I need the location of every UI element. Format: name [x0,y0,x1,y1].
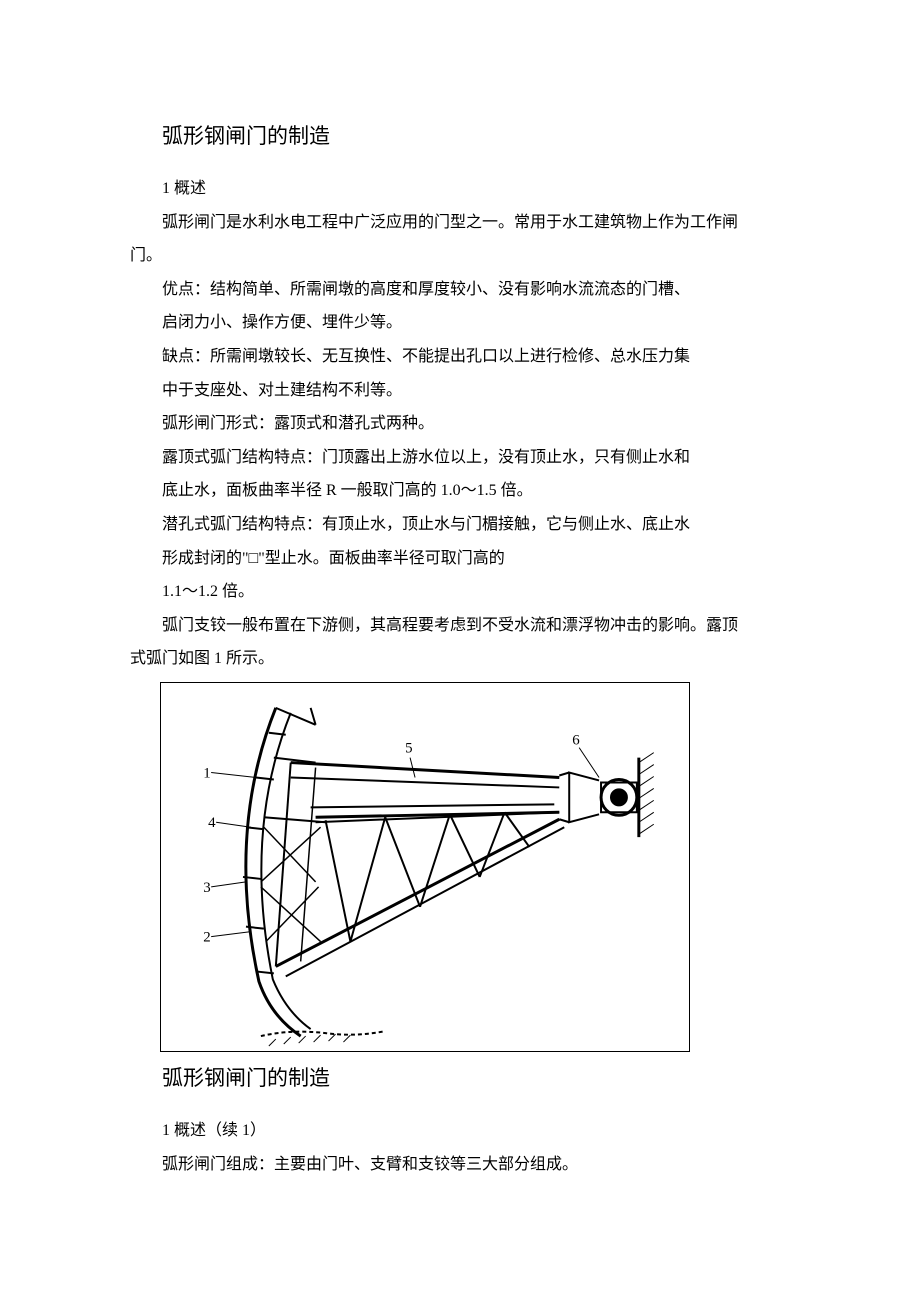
paragraph-advantages-2: 启闭力小、操作方便、埋件少等。 [130,306,790,340]
paragraph-advantages-1: 优点：结构简单、所需闸墩的高度和厚度较小、没有影响水流流态的门槽、 [130,273,790,307]
paragraph-intro-1: 弧形闸门是水利水电工程中广泛应用的门型之一。常用于水工建筑物上作为工作闸 [130,206,790,240]
section-heading-2: 1 概述（续 1） [130,1114,790,1148]
paragraph-disadvantages-2: 中于支座处、对土建结构不利等。 [130,374,790,408]
paragraph-qiankong-3: 1.1～1.2 倍。 [130,575,790,609]
paragraph-qiankong-1: 潜孔式弧门结构特点：有顶止水，顶止水与门楣接触，它与侧止水、底止水 [130,508,790,542]
paragraph-louding-1: 露顶式弧门结构特点：门顶露出上游水位以上，没有顶止水，只有侧止水和 [130,441,790,475]
paragraph-disadvantages-1: 缺点：所需闸墩较长、无互换性、不能提出孔口以上进行检修、总水压力集 [130,340,790,374]
figure-label-3: 3 [203,880,210,896]
figure-label-2: 2 [203,930,210,946]
figure-label-5: 5 [405,741,412,757]
paragraph-types: 弧形闸门形式：露顶式和潜孔式两种。 [130,407,790,441]
paragraph-qiankong-2: 形成封闭的"□"型止水。面板曲率半径可取门高的 [130,542,790,576]
document-title-2: 弧形钢闸门的制造 [162,1062,790,1092]
paragraph-louding-2: 底止水，面板曲率半径 R 一般取门高的 1.0～1.5 倍。 [130,474,790,508]
section-heading-1: 1 概述 [130,172,790,206]
paragraph-hinge-1: 弧门支铰一般布置在下游侧，其高程要考虑到不受水流和漂浮物冲击的影响。露顶 [130,609,790,643]
paragraph-hinge-2: 式弧门如图 1 所示。 [130,642,790,676]
paragraph-composition: 弧形闸门组成：主要由门叶、支臂和支铰等三大部分组成。 [130,1148,790,1182]
document-title: 弧形钢闸门的制造 [162,120,790,150]
figure-label-6: 6 [572,733,580,749]
figure-1-container: 1 2 3 4 5 6 [160,682,690,1052]
paragraph-intro-1b: 门。 [130,239,790,273]
figure-label-4: 4 [208,815,216,831]
figure-label-1: 1 [203,765,210,781]
arc-gate-diagram: 1 2 3 4 5 6 [161,683,689,1051]
